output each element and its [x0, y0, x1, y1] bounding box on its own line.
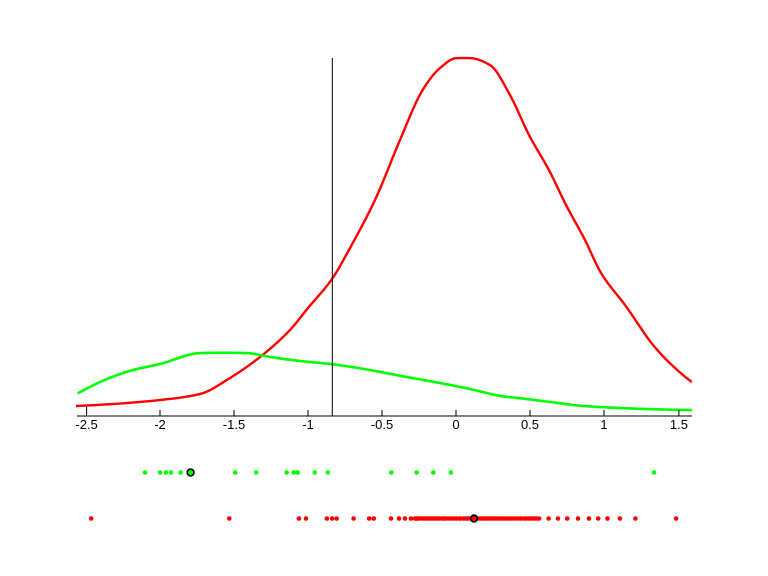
svg-text:-1.5: -1.5: [223, 417, 245, 432]
svg-text:0: 0: [452, 417, 459, 432]
svg-text:0.5: 0.5: [521, 417, 539, 432]
svg-text:-0.5: -0.5: [371, 417, 393, 432]
svg-text:1.5: 1.5: [670, 417, 688, 432]
svg-text:1: 1: [600, 417, 607, 432]
svg-text:-2: -2: [154, 417, 166, 432]
svg-text:-2.5: -2.5: [75, 417, 97, 432]
svg-text:-1: -1: [302, 417, 314, 432]
